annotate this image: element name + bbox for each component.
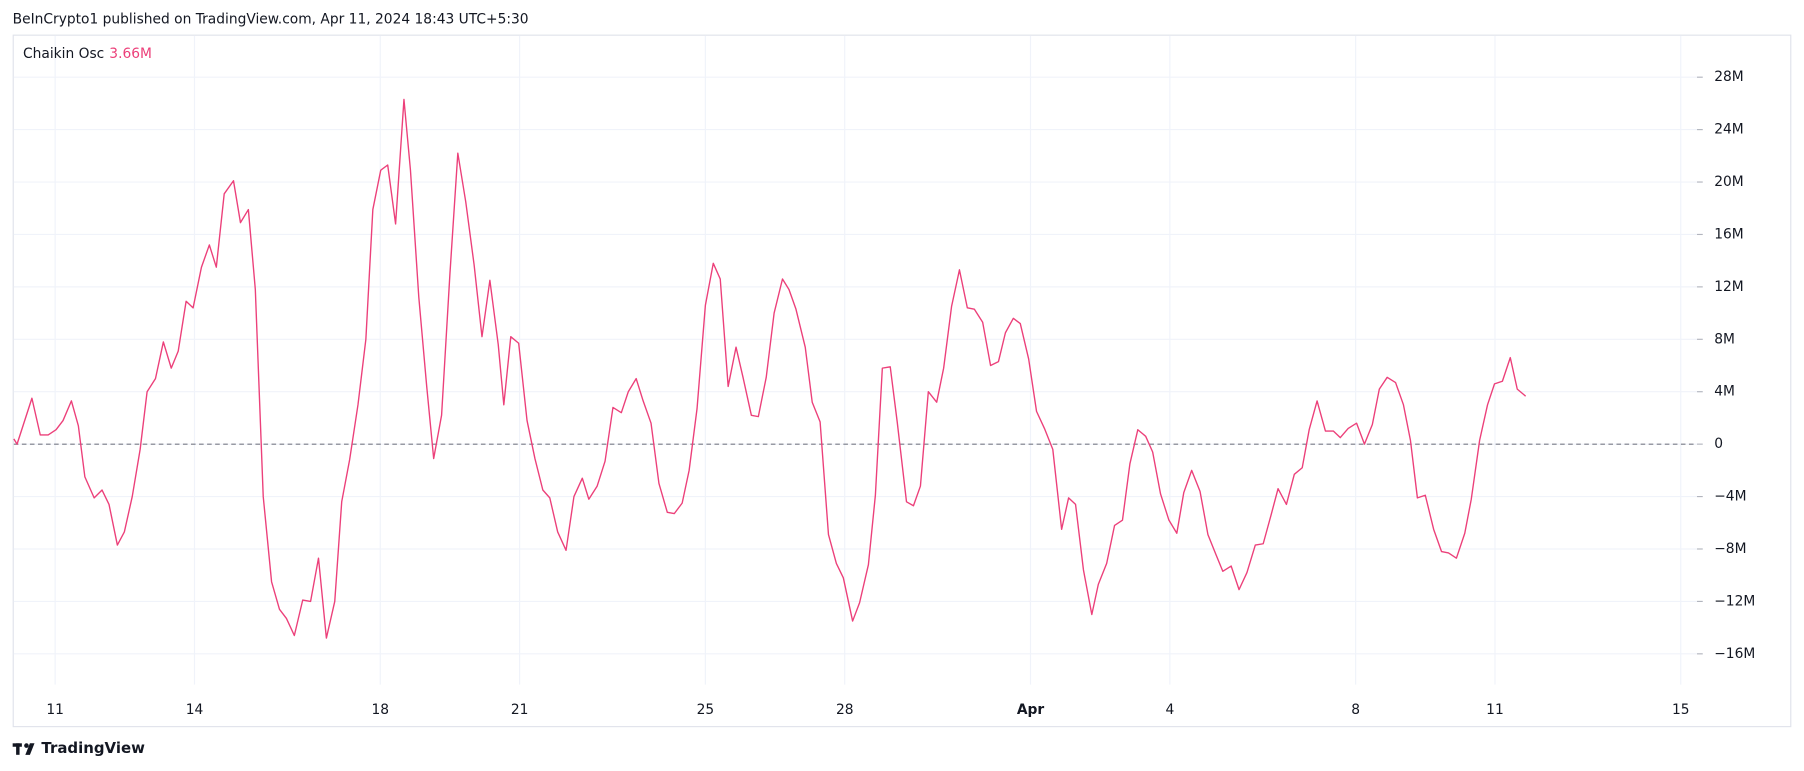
y-tick-label: 8M xyxy=(1714,331,1735,347)
y-tick-label: 12M xyxy=(1714,279,1743,295)
series-line xyxy=(13,98,1527,639)
publisher-note: BeInCrypto1 published on TradingView.com… xyxy=(13,12,529,28)
x-tick-label: 25 xyxy=(697,702,715,718)
y-tick-label: −4M xyxy=(1714,489,1746,505)
grid xyxy=(13,35,1698,685)
y-tick-label: 24M xyxy=(1714,122,1743,138)
legend: Chaikin Osc 3.66M xyxy=(23,46,152,62)
plot xyxy=(13,98,1698,639)
y-tick-label: −8M xyxy=(1714,541,1746,557)
brand-name: TradingView xyxy=(41,739,145,757)
x-tick-label: Apr xyxy=(1017,702,1045,718)
logo-part xyxy=(16,743,20,755)
x-tick-label: 28 xyxy=(836,702,854,718)
y-tick-label: 28M xyxy=(1714,69,1743,85)
legend-value: 3.66M xyxy=(109,46,152,62)
x-tick-label: 21 xyxy=(511,702,529,718)
x-tick-label: 11 xyxy=(1486,702,1504,718)
x-tick-label: 11 xyxy=(46,702,64,718)
y-tick-label: 4M xyxy=(1714,384,1735,400)
y-tick-label: 16M xyxy=(1714,226,1743,242)
legend-name: Chaikin Osc xyxy=(23,46,104,62)
y-tick-label: 0 xyxy=(1714,436,1723,452)
x-tick-label: 18 xyxy=(371,702,389,718)
chart-frame xyxy=(12,34,1792,728)
brand-logo xyxy=(12,743,35,755)
y-tick-label: −12M xyxy=(1714,593,1755,609)
y-tick-label: −16M xyxy=(1714,646,1755,662)
x-tick-label: 15 xyxy=(1672,702,1690,718)
logo-part xyxy=(24,743,29,748)
x-tick-label: 14 xyxy=(186,702,204,718)
x-tick-label: 8 xyxy=(1351,702,1360,718)
y-tick-label: 20M xyxy=(1714,174,1743,190)
logo-part xyxy=(25,743,35,755)
x-tick-label: 4 xyxy=(1165,702,1174,718)
